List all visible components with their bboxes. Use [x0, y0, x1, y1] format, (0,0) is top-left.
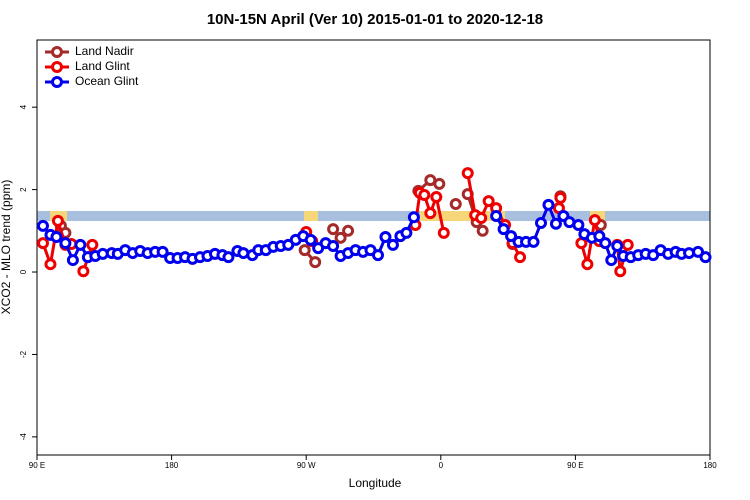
point [549, 217, 562, 230]
y-tick-label: -4 [19, 433, 28, 441]
point [304, 233, 317, 246]
point [51, 214, 64, 227]
point [77, 265, 90, 278]
point [699, 251, 712, 264]
point [490, 209, 503, 222]
point [430, 191, 443, 204]
point [342, 224, 355, 237]
point [497, 223, 510, 236]
point [482, 195, 495, 208]
point [50, 230, 63, 243]
point [599, 237, 612, 250]
point [327, 223, 340, 236]
point [222, 251, 235, 264]
point [449, 198, 462, 211]
point [44, 258, 57, 271]
x-tick-label: 0 [439, 461, 444, 470]
point [475, 212, 488, 225]
point [461, 167, 474, 180]
point [386, 238, 399, 251]
point [605, 254, 618, 267]
point [86, 238, 99, 251]
x-tick-label: 90 E [29, 461, 45, 470]
point [74, 238, 87, 251]
band-land [420, 211, 505, 221]
point [418, 188, 431, 201]
point [59, 237, 72, 250]
point [36, 237, 49, 250]
point [407, 211, 420, 224]
point [298, 244, 311, 257]
band [37, 211, 710, 221]
point [309, 256, 322, 269]
x-tick-label: 90 E [567, 461, 583, 470]
legend-marker [51, 46, 63, 58]
point [692, 245, 705, 258]
point [437, 226, 450, 239]
point [156, 245, 169, 258]
band-land [304, 211, 318, 221]
y-tick-label: -2 [19, 350, 28, 358]
point [371, 249, 384, 262]
point [581, 258, 594, 271]
x-tick-label: 90 W [297, 461, 316, 470]
x-tick-label: 180 [703, 461, 717, 470]
legend-label: Ocean Glint [75, 74, 139, 88]
point [400, 226, 413, 239]
point [554, 191, 567, 204]
point [36, 219, 49, 232]
point [611, 240, 624, 253]
land-ocean-band [37, 211, 710, 221]
point [614, 265, 627, 278]
point [476, 224, 489, 237]
point [572, 219, 585, 232]
plot-frame [36, 39, 711, 456]
legend-label: Land Glint [75, 59, 130, 73]
legend-marker [51, 61, 63, 73]
point [334, 231, 347, 244]
series [36, 198, 712, 267]
y-tick-label: 0 [19, 269, 28, 274]
x-axis-label: Longitude [349, 476, 402, 490]
x-tick-label: 180 [165, 461, 179, 470]
point [621, 238, 634, 251]
point [514, 251, 527, 264]
y-axis-label: XCO2 - MLO trend (ppm) [0, 180, 13, 315]
chart-title: 10N-15N April (Ver 10) 2015-01-01 to 202… [207, 11, 543, 28]
legend-marker [51, 76, 63, 88]
point [535, 216, 548, 229]
point [327, 240, 340, 253]
y-tick-label: 2 [19, 187, 28, 192]
point [505, 230, 518, 243]
series [36, 167, 634, 278]
point [593, 230, 606, 243]
legend-label: Land Nadir [75, 44, 134, 58]
point [66, 254, 79, 267]
point [527, 235, 540, 248]
point [424, 207, 437, 220]
y-tick-label: 4 [19, 104, 28, 109]
point [542, 198, 555, 211]
point [588, 214, 601, 227]
point [379, 230, 392, 243]
point [433, 177, 446, 190]
